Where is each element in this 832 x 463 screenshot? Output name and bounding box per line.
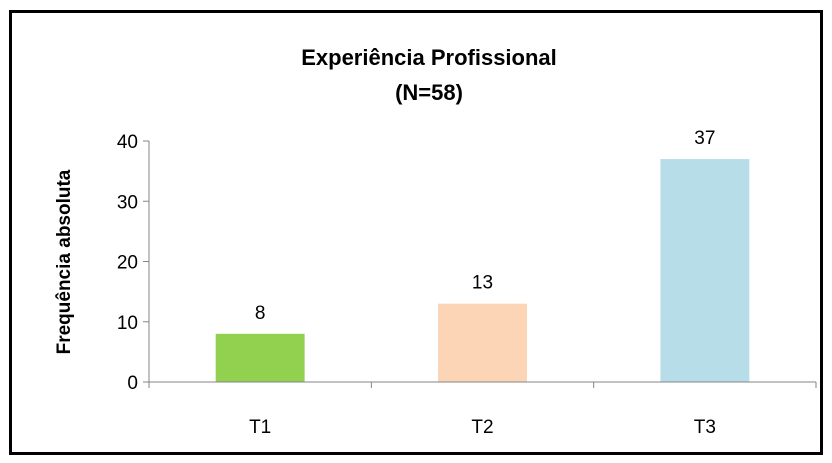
x-tick-label: T2 [471, 417, 493, 438]
y-tick-label: 30 [117, 192, 138, 213]
bar-t3 [660, 159, 750, 382]
y-tick-label: 10 [117, 313, 138, 334]
data-label: 8 [255, 303, 266, 324]
y-axis-label: Frequência absoluta [54, 169, 75, 354]
x-tick-label: T3 [694, 417, 716, 438]
x-tick-label: T1 [249, 417, 271, 438]
y-tick-label: 0 [127, 373, 138, 394]
bar-t1 [215, 333, 305, 382]
y-tick-label: 20 [117, 253, 138, 274]
bars-group: 8 13 37 [215, 128, 750, 382]
bar-t2 [438, 303, 527, 382]
y-tick-label: 40 [117, 132, 138, 153]
data-label: 37 [694, 128, 715, 149]
data-label: 13 [472, 273, 493, 294]
chart-subtitle: (N=58) [395, 80, 463, 105]
y-axis: 0 10 20 30 40 [117, 132, 150, 394]
x-axis: T1 T2 T3 [148, 381, 817, 438]
chart-title: Experiência Profissional [301, 45, 557, 70]
